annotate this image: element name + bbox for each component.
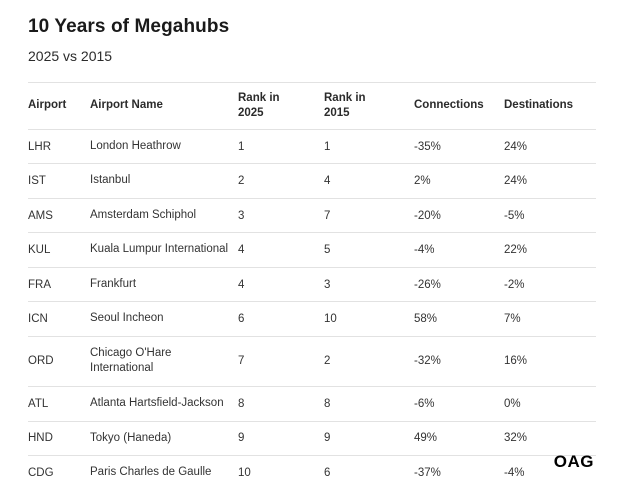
connections-change: -20% bbox=[414, 198, 504, 234]
megahubs-table: Airport Airport Name Rank in 2025 Rank i… bbox=[28, 82, 596, 486]
rank-2025: 7 bbox=[238, 336, 324, 388]
rank-2015: 7 bbox=[324, 198, 414, 234]
airport-name: Paris Charles de Gaulle bbox=[90, 455, 238, 486]
connections-change: -35% bbox=[414, 129, 504, 165]
rank-2015: 10 bbox=[324, 301, 414, 337]
destinations-change: -5% bbox=[504, 198, 596, 234]
airport-code: IST bbox=[28, 163, 90, 199]
table-row: KUL Kuala Lumpur International 4 5 -4% 2… bbox=[28, 232, 596, 268]
table-row: HND Tokyo (Haneda) 9 9 49% 32% bbox=[28, 421, 596, 457]
destinations-change: 0% bbox=[504, 386, 596, 422]
table-header-row: Airport Airport Name Rank in 2025 Rank i… bbox=[28, 82, 596, 130]
rank-2015: 5 bbox=[324, 232, 414, 268]
airport-code: ATL bbox=[28, 386, 90, 422]
airport-name: London Heathrow bbox=[90, 129, 238, 165]
rank-2025: 6 bbox=[238, 301, 324, 337]
table-body: LHR London Heathrow 1 1 -35% 24% IST Ist… bbox=[28, 129, 596, 486]
destinations-change: -4% bbox=[504, 455, 596, 486]
connections-change: -26% bbox=[414, 267, 504, 303]
rank-2015: 2 bbox=[324, 336, 414, 388]
rank-2025: 8 bbox=[238, 386, 324, 422]
airport-code: ORD bbox=[28, 336, 90, 388]
connections-change: 2% bbox=[414, 163, 504, 199]
connections-change: 58% bbox=[414, 301, 504, 337]
column-header-connections: Connections bbox=[414, 82, 504, 130]
oag-logo: OAG bbox=[553, 452, 594, 471]
column-header-airport: Airport bbox=[28, 82, 90, 130]
rank-2015: 3 bbox=[324, 267, 414, 303]
rank-2015: 1 bbox=[324, 129, 414, 165]
destinations-change: 24% bbox=[504, 129, 596, 165]
table-row: ICN Seoul Incheon 6 10 58% 7% bbox=[28, 301, 596, 337]
rank-2025: 2 bbox=[238, 163, 324, 199]
table-row: ATL Atlanta Hartsfield-Jackson 8 8 -6% 0… bbox=[28, 386, 596, 422]
connections-change: -37% bbox=[414, 455, 504, 486]
column-header-destinations: Destinations bbox=[504, 82, 596, 130]
airport-name: Chicago O'Hare International bbox=[90, 336, 238, 388]
rank-2025: 4 bbox=[238, 232, 324, 268]
table-row: FRA Frankfurt 4 3 -26% -2% bbox=[28, 267, 596, 303]
page-title: 10 Years of Megahubs bbox=[28, 16, 230, 37]
rank-2015: 8 bbox=[324, 386, 414, 422]
airport-code: FRA bbox=[28, 267, 90, 303]
column-header-rank-2015: Rank in 2015 bbox=[324, 82, 414, 130]
airport-name: Atlanta Hartsfield-Jackson bbox=[90, 386, 238, 422]
page-subtitle: 2025 vs 2015 bbox=[28, 48, 113, 64]
airport-code: LHR bbox=[28, 129, 90, 165]
airport-name: Seoul Incheon bbox=[90, 301, 238, 337]
rank-2015: 4 bbox=[324, 163, 414, 199]
airport-name: Frankfurt bbox=[90, 267, 238, 303]
rank-2025: 9 bbox=[238, 421, 324, 457]
rank-2015: 6 bbox=[324, 455, 414, 486]
table-row: AMS Amsterdam Schiphol 3 7 -20% -5% bbox=[28, 198, 596, 234]
airport-code: CDG bbox=[28, 455, 90, 486]
rank-2025: 10 bbox=[238, 455, 324, 486]
rank-2015: 9 bbox=[324, 421, 414, 457]
airport-code: AMS bbox=[28, 198, 90, 234]
destinations-change: 32% bbox=[504, 421, 596, 457]
connections-change: 49% bbox=[414, 421, 504, 457]
airport-code: KUL bbox=[28, 232, 90, 268]
column-header-airport-name: Airport Name bbox=[90, 82, 238, 130]
destinations-change: 24% bbox=[504, 163, 596, 199]
table-header: Airport Airport Name Rank in 2025 Rank i… bbox=[28, 82, 596, 130]
airport-code: HND bbox=[28, 421, 90, 457]
airport-name: Tokyo (Haneda) bbox=[90, 421, 238, 457]
table-row: ORD Chicago O'Hare International 7 2 -32… bbox=[28, 336, 596, 388]
table-row: LHR London Heathrow 1 1 -35% 24% bbox=[28, 129, 596, 165]
column-header-rank-2025: Rank in 2025 bbox=[238, 82, 324, 130]
destinations-change: -2% bbox=[504, 267, 596, 303]
destinations-change: 7% bbox=[504, 301, 596, 337]
destinations-change: 16% bbox=[504, 336, 596, 388]
rank-2025: 4 bbox=[238, 267, 324, 303]
airport-name: Istanbul bbox=[90, 163, 238, 199]
airport-name: Amsterdam Schiphol bbox=[90, 198, 238, 234]
connections-change: -4% bbox=[414, 232, 504, 268]
connections-change: -6% bbox=[414, 386, 504, 422]
connections-change: -32% bbox=[414, 336, 504, 388]
airport-code: ICN bbox=[28, 301, 90, 337]
rank-2025: 1 bbox=[238, 129, 324, 165]
airport-name: Kuala Lumpur International bbox=[90, 232, 238, 268]
table-row: CDG Paris Charles de Gaulle 10 6 -37% -4… bbox=[28, 455, 596, 486]
rank-2025: 3 bbox=[238, 198, 324, 234]
table-row: IST Istanbul 2 4 2% 24% bbox=[28, 163, 596, 199]
destinations-change: 22% bbox=[504, 232, 596, 268]
